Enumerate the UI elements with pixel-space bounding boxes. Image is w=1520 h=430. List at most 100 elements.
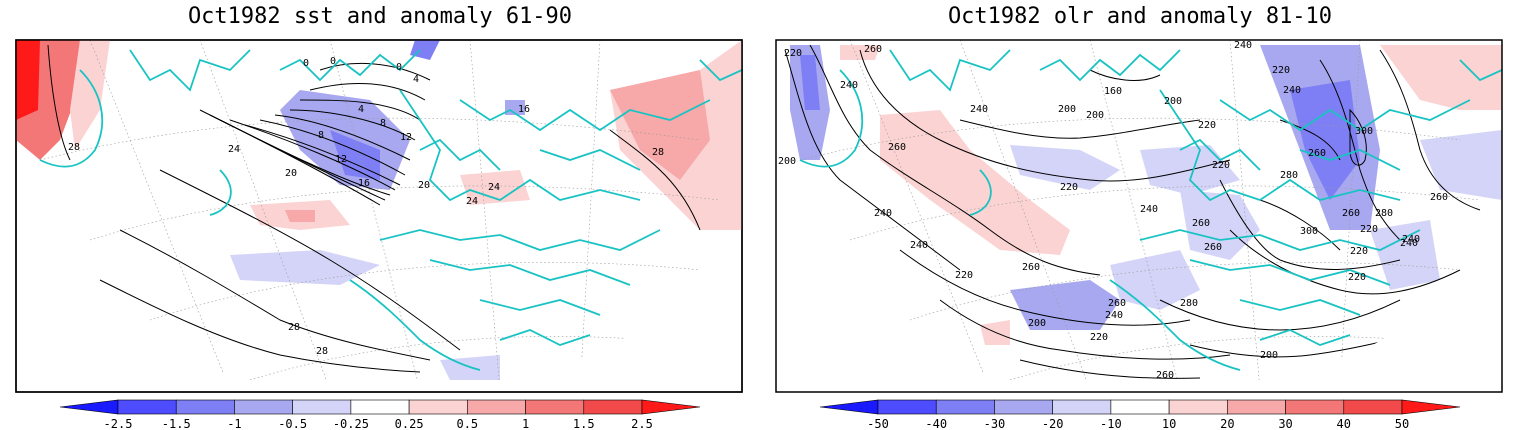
sst-contour-label: 20	[285, 168, 297, 179]
sst-contour-label: 8	[318, 130, 324, 141]
olr-contour-label: 260	[1108, 298, 1126, 309]
sst-colorbar-label: 1.5	[573, 417, 595, 430]
sst-colorbar-swatch	[292, 399, 352, 415]
sst-contour-label: 24	[466, 196, 478, 207]
olr-contour-label: 240	[970, 104, 988, 115]
olr-colorbar-swatch	[994, 399, 1053, 415]
sst-map-border	[15, 39, 743, 393]
olr-contour-label: 260	[864, 44, 882, 55]
olr-contour-labels: 220 240 260 200 200 160 200 240 240 240 …	[778, 40, 1448, 380]
sst-contour-label: 12	[400, 132, 412, 143]
sst-contour-label: 28	[316, 346, 328, 357]
sst-colorbar-swatch	[525, 399, 585, 415]
sst-anomaly-cool-subtropic	[230, 250, 380, 285]
olr-colorbar-swatch	[1227, 399, 1286, 415]
olr-contour-label: 220	[1060, 182, 1078, 193]
olr-contour-label: 260	[888, 142, 906, 153]
sst-contour-label: 28	[652, 147, 664, 158]
olr-colorbar-swatch	[877, 399, 937, 415]
sst-colorbar-swatch	[583, 399, 643, 415]
sst-colorbar-swatch	[59, 399, 119, 415]
olr-contour-label: 220	[1272, 65, 1290, 76]
olr-colorbar-label: -10	[1100, 417, 1122, 430]
sst-colorbar-label: 0.5	[456, 417, 478, 430]
olr-contour-label: 240	[1234, 40, 1252, 51]
olr-contour-label: 300	[1355, 126, 1373, 137]
olr-colorbar-label: -30	[984, 417, 1006, 430]
olr-contour-label: 200	[1164, 96, 1182, 107]
olr-anomaly-warm-ne-fringe	[1380, 45, 1502, 110]
olr-anomaly-cool-south2	[1110, 250, 1200, 310]
sst-anomaly-warm-east-core	[610, 70, 710, 180]
olr-contour-label: 200	[778, 156, 796, 167]
olr-contour-label: 280	[1375, 208, 1393, 219]
sst-contour-label: 0	[330, 56, 336, 67]
sst-contour-label: 8	[380, 118, 386, 129]
olr-contour-label: 240	[840, 80, 858, 91]
olr-contour-label: 260	[1204, 242, 1222, 253]
olr-contour-label: 260	[1308, 148, 1326, 159]
olr-contour-label: 260	[1192, 218, 1210, 229]
olr-colorbar-label: 30	[1278, 417, 1292, 430]
sst-contour-label: 28	[68, 142, 80, 153]
sst-colorbar-swatch	[117, 399, 177, 415]
olr-coastlines	[799, 49, 1502, 371]
olr-contour-label: 160	[1104, 86, 1122, 97]
olr-contour-label: 240	[1105, 310, 1123, 321]
sst-colorbar-swatch	[175, 399, 235, 415]
olr-colorbar-swatch	[1110, 399, 1170, 415]
olr-anomaly-cool-mid	[1010, 145, 1120, 190]
olr-contour-label: 200	[1028, 318, 1046, 329]
olr-contour-label: 240	[1283, 85, 1301, 96]
olr-anomaly-cool-east-core	[1290, 80, 1360, 200]
olr-contour-label: 220	[1212, 160, 1230, 171]
sst-contour-label: 0	[303, 58, 309, 69]
olr-colorbar-label: -20	[1042, 417, 1064, 430]
sst-contour-label: 20	[418, 180, 430, 191]
sst-anomaly-cool-core	[330, 130, 380, 180]
olr-colorbar-label: 40	[1337, 417, 1351, 430]
olr-panel: Oct1982 olr and anomaly 81-10	[760, 0, 1520, 430]
olr-contour-label: 200	[1086, 110, 1104, 121]
sst-colorbar-swatch	[467, 399, 526, 415]
olr-contour-label: 240	[1140, 204, 1158, 215]
olr-contour-label: 220	[1360, 224, 1378, 235]
sst-contour-label: 16	[518, 104, 530, 115]
olr-contour-label: 220	[955, 270, 973, 281]
olr-contour-label: 240	[1402, 234, 1420, 245]
olr-colorbar-label: 10	[1162, 417, 1176, 430]
olr-contour-label: 260	[1342, 208, 1360, 219]
sst-colorbar-label: -2.5	[104, 417, 133, 430]
olr-colorbar-swatch	[1343, 399, 1403, 415]
olr-contour-label: 200	[1058, 104, 1076, 115]
sst-colorbar-swatch	[408, 399, 468, 415]
sst-title: Oct1982 sst and anomaly 61-90	[187, 4, 573, 29]
sst-contour-label: 0	[396, 62, 402, 73]
olr-title: Oct1982 olr and anomaly 81-10	[947, 4, 1333, 29]
sst-colorbar-label: -0.5	[278, 417, 307, 430]
sst-anomaly-warm-fringe	[70, 40, 110, 150]
sst-anomaly-warm-midatl-core	[285, 210, 315, 222]
sst-anomaly-cool-small	[505, 100, 525, 115]
olr-colorbar-swatch	[1401, 399, 1461, 415]
olr-contour-label: 220	[1198, 120, 1216, 131]
sst-contour-label: 28	[288, 322, 300, 333]
olr-anomaly-warm-band	[880, 110, 1070, 255]
olr-map-border	[775, 39, 1503, 393]
sst-coastlines	[39, 49, 742, 371]
olr-contour-label: 220	[1090, 332, 1108, 343]
sst-anomaly-warm-med	[460, 170, 530, 205]
olr-contour-label: 260	[1022, 262, 1040, 273]
olr-contour-label: 280	[1180, 298, 1198, 309]
olr-contour-label: 220	[1350, 246, 1368, 257]
olr-contour-label: 240	[874, 208, 892, 219]
sst-colorbar: -2.5 -1.5 -1 -0.5 -0.25 0.25 0.5 1 1.5 2.5	[59, 399, 701, 430]
sst-contour-label: 4	[358, 104, 364, 115]
olr-anomaly-cool-africa	[1180, 190, 1260, 260]
olr-colorbar-swatch	[1052, 399, 1112, 415]
sst-contour-label: 4	[413, 74, 419, 85]
olr-anomaly-cool-far-east	[1420, 130, 1502, 200]
sst-colorbar-label: -1.5	[162, 417, 191, 430]
olr-anomaly-cool-se	[1370, 220, 1440, 290]
sst-colorbar-label: -1	[227, 417, 241, 430]
